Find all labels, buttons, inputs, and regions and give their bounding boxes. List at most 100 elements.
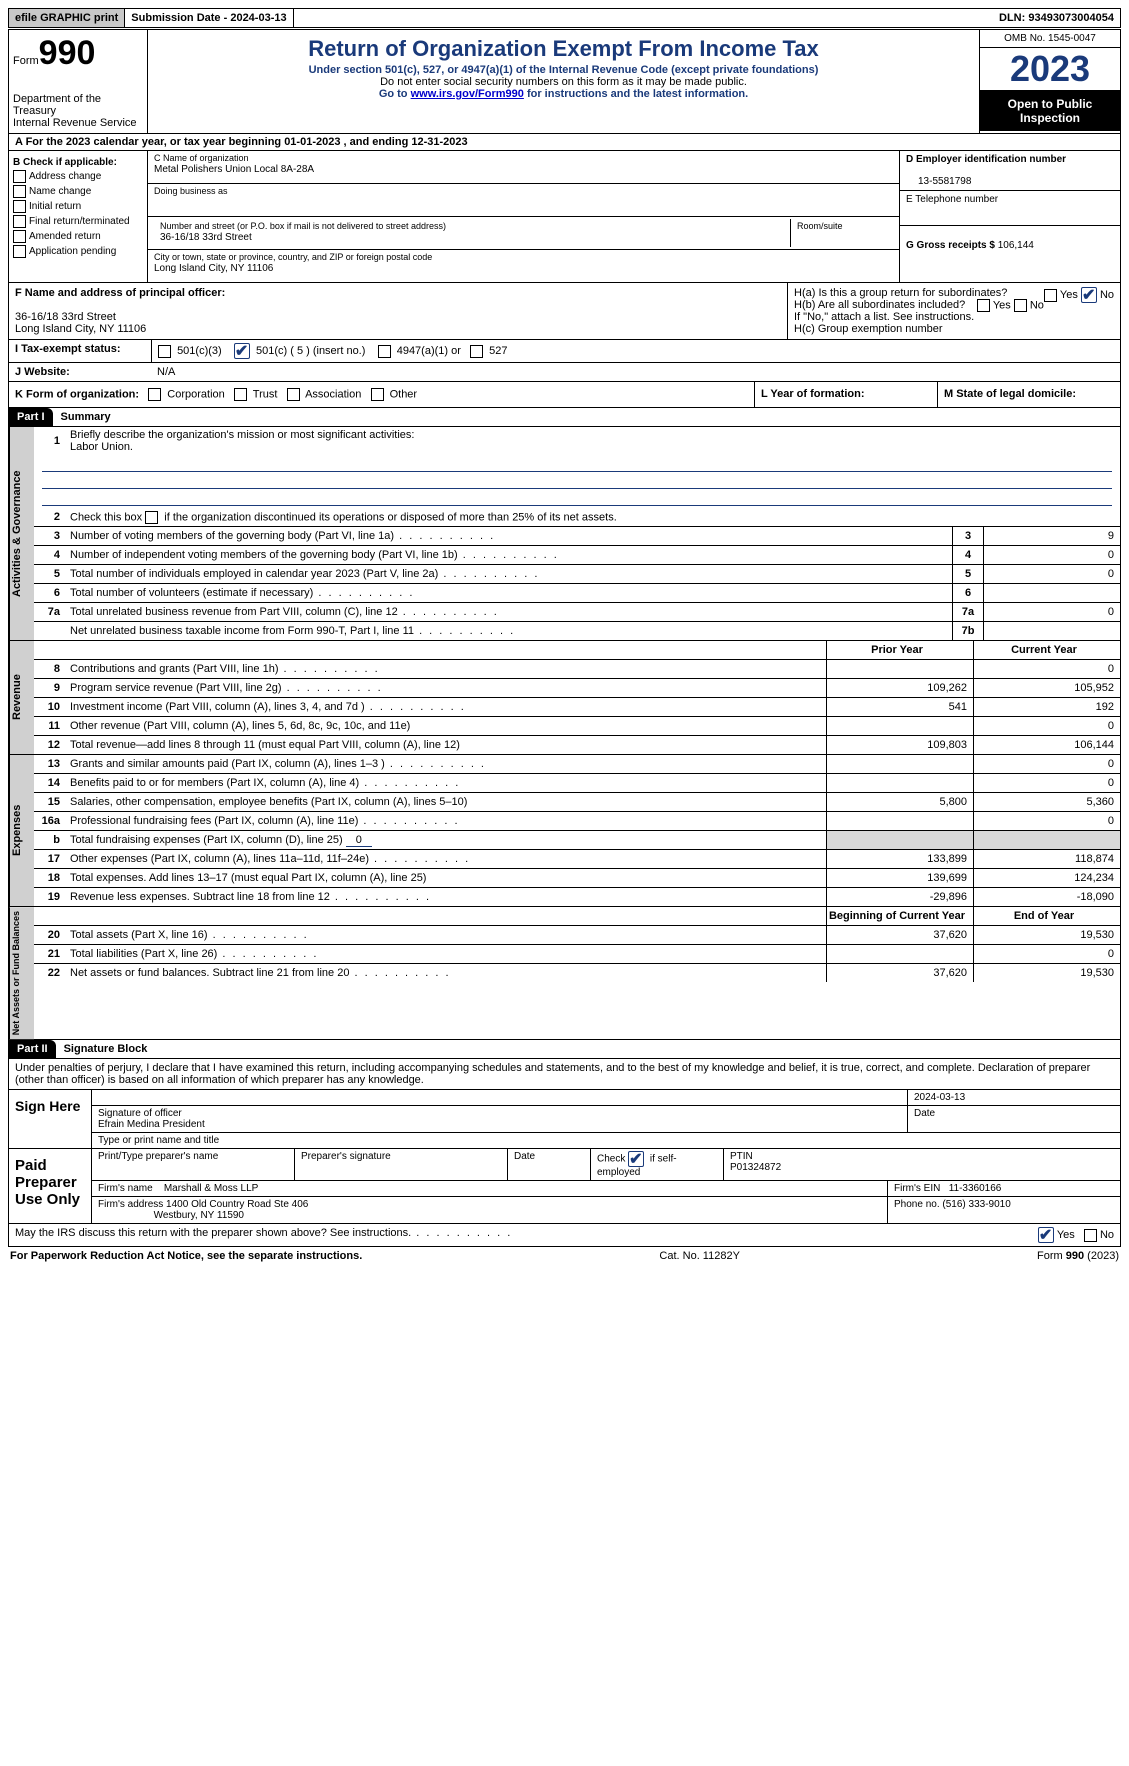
- lbl-assoc: Association: [305, 388, 361, 400]
- officer-label: F Name and address of principal officer:: [15, 287, 225, 299]
- irs-link[interactable]: www.irs.gov/Form990: [411, 88, 524, 100]
- checkbox-final-return[interactable]: [13, 215, 26, 228]
- checkbox-501c[interactable]: [234, 343, 250, 359]
- topbar: efile GRAPHIC print Submission Date - 20…: [8, 8, 1121, 28]
- lbl-4947: 4947(a)(1) or: [397, 345, 461, 357]
- part-2-title: Signature Block: [56, 1040, 156, 1058]
- checkbox-ha-yes[interactable]: [1044, 289, 1057, 302]
- gross-label: G Gross receipts $: [906, 240, 998, 251]
- preparer-name-label: Print/Type preparer's name: [92, 1149, 295, 1180]
- address-row: Number and street (or P.O. box if mail i…: [148, 217, 899, 250]
- checkbox-self-employed[interactable]: [628, 1151, 644, 1167]
- line-9-label: Program service revenue (Part VIII, line…: [66, 680, 826, 696]
- officer-addr2: Long Island City, NY 11106: [15, 323, 146, 335]
- phone-label: Phone no.: [894, 1199, 940, 1210]
- checkbox-line2[interactable]: [145, 511, 158, 524]
- hdr-eoy: End of Year: [973, 907, 1120, 925]
- vtab-expenses: Expenses: [9, 755, 34, 906]
- efile-print-button[interactable]: efile GRAPHIC print: [9, 9, 125, 27]
- type-print-label: Type or print name and title: [92, 1133, 1120, 1148]
- line-16b-prior-shade: [826, 831, 973, 849]
- checkbox-name-change[interactable]: [13, 185, 26, 198]
- checkbox-assoc[interactable]: [287, 388, 300, 401]
- checkbox-initial-return[interactable]: [13, 200, 26, 213]
- form-subtitle-1: Under section 501(c), 527, or 4947(a)(1)…: [156, 64, 971, 76]
- vtab-governance: Activities & Governance: [9, 427, 34, 640]
- firm-ein-value: 11-3360166: [949, 1183, 1002, 1194]
- line-16b-current-shade: [973, 831, 1120, 849]
- page-footer: For Paperwork Reduction Act Notice, see …: [8, 1247, 1121, 1265]
- line-19-current: -18,090: [973, 888, 1120, 906]
- year-formation-label: L Year of formation:: [761, 388, 865, 400]
- checkbox-hb-no[interactable]: [1014, 299, 1027, 312]
- line-18-current: 124,234: [973, 869, 1120, 887]
- hc-row: H(c) Group exemption number: [794, 323, 1114, 335]
- checkbox-501c3[interactable]: [158, 345, 171, 358]
- col-b-title: B Check if applicable:: [13, 157, 117, 168]
- sig-officer-label: Signature of officer: [98, 1108, 182, 1119]
- form-title: Return of Organization Exempt From Incom…: [156, 36, 971, 62]
- submission-date-label: Submission Date -: [131, 12, 230, 24]
- firm-ein-label: Firm's EIN: [894, 1183, 940, 1194]
- checkbox-address-change[interactable]: [13, 170, 26, 183]
- checkbox-discuss-yes[interactable]: [1038, 1227, 1054, 1243]
- checkbox-other[interactable]: [371, 388, 384, 401]
- firm-ein-cell: Firm's EIN 11-3360166: [888, 1181, 1120, 1196]
- part-1-title: Summary: [53, 408, 119, 426]
- checkbox-ha-no[interactable]: [1081, 287, 1097, 303]
- line-8-current: 0: [973, 660, 1120, 678]
- checkbox-application-pending[interactable]: [13, 245, 26, 258]
- discuss-row: May the IRS discuss this return with the…: [8, 1224, 1121, 1247]
- perjury-statement: Under penalties of perjury, I declare th…: [8, 1059, 1121, 1090]
- lbl-final-return: Final return/terminated: [29, 216, 130, 227]
- checkbox-527[interactable]: [470, 345, 483, 358]
- part-1-header: Part I: [9, 408, 53, 426]
- ha-label: H(a) Is this a group return for subordin…: [794, 287, 1007, 299]
- firm-phone-cell: Phone no. (516) 333-9010: [888, 1197, 1120, 1223]
- checkbox-discuss-no[interactable]: [1084, 1229, 1097, 1242]
- dba-label: Doing business as: [154, 186, 228, 196]
- checkbox-hb-yes[interactable]: [977, 299, 990, 312]
- lbl-initial-return: Initial return: [29, 201, 81, 212]
- lbl-address-change: Address change: [29, 171, 101, 182]
- line-15-prior: 5,800: [826, 793, 973, 811]
- expenses-section: Expenses 13Grants and similar amounts pa…: [8, 755, 1121, 907]
- address-value: 36-16/18 33rd Street: [160, 232, 252, 243]
- hb-yes: Yes: [993, 299, 1011, 311]
- line-7b-label: Net unrelated business taxable income fr…: [66, 623, 952, 639]
- dept-treasury: Department of the Treasury: [13, 93, 143, 117]
- line-7a-value: 0: [983, 603, 1120, 621]
- checkbox-corp[interactable]: [148, 388, 161, 401]
- website-label: J Website:: [15, 366, 70, 378]
- form-number: Form990: [13, 34, 143, 73]
- dln-value: 93493073004054: [1028, 12, 1114, 24]
- line-16b: Total fundraising expenses (Part IX, col…: [66, 832, 826, 848]
- line-4-value: 0: [983, 546, 1120, 564]
- line-16b-label: Total fundraising expenses (Part IX, col…: [70, 834, 346, 846]
- ptin-value: P01324872: [730, 1162, 781, 1173]
- footer-right-post: (2023): [1084, 1250, 1119, 1262]
- tax-year: 2023: [980, 48, 1120, 91]
- line-13-label: Grants and similar amounts paid (Part IX…: [66, 756, 826, 772]
- col-d-ein: D Employer identification number 13-5581…: [899, 151, 1120, 282]
- checkbox-trust[interactable]: [234, 388, 247, 401]
- line-2: Check this box if the organization disco…: [66, 509, 1120, 526]
- hb-label: H(b) Are all subordinates included?: [794, 299, 965, 311]
- line-15-label: Salaries, other compensation, employee b…: [66, 794, 826, 810]
- line-11-label: Other revenue (Part VIII, column (A), li…: [66, 718, 826, 734]
- checkbox-amended-return[interactable]: [13, 230, 26, 243]
- ptin-label: PTIN: [730, 1151, 753, 1162]
- discuss-text: May the IRS discuss this return with the…: [15, 1227, 1038, 1243]
- form-word: Form: [13, 55, 39, 67]
- lbl-527: 527: [489, 345, 507, 357]
- vtab-netassets: Net Assets or Fund Balances: [9, 907, 34, 1039]
- line-18-prior: 139,699: [826, 869, 973, 887]
- telephone-row: E Telephone number: [900, 191, 1120, 226]
- firm-addr1: 1400 Old Country Road Ste 406: [166, 1199, 308, 1210]
- line-9-current: 105,952: [973, 679, 1120, 697]
- principal-officer: F Name and address of principal officer:…: [9, 283, 788, 339]
- footer-right-pre: Form: [1037, 1250, 1066, 1262]
- preparer-sig-label: Preparer's signature: [295, 1149, 508, 1180]
- checkbox-4947[interactable]: [378, 345, 391, 358]
- line-16b-value: 0: [346, 834, 372, 847]
